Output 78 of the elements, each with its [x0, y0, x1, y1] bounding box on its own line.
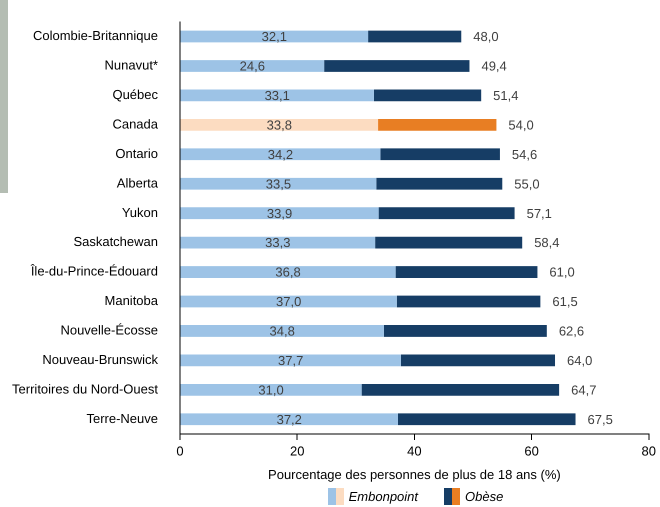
bar: [180, 354, 401, 366]
total-label: 64,0: [567, 352, 592, 368]
y-tick-label: Nouveau-Brunswick: [42, 352, 158, 367]
data-label: 33,9: [266, 206, 292, 221]
y-tick-label: Nunavut*: [104, 58, 158, 73]
bar: [396, 266, 538, 278]
y-tick-label: Territoires du Nord-Ouest: [12, 381, 158, 396]
y-tick-label: Ontario: [115, 146, 158, 161]
x-tick-label: 80: [642, 443, 656, 458]
bar: [398, 413, 576, 426]
y-tick-label: Colombie-Britannique: [32, 28, 158, 44]
bar: [384, 325, 547, 337]
data-label: 37,0: [276, 294, 302, 310]
total-label: 64,7: [571, 382, 596, 398]
y-tick-label: Île-du-Prince-Édouard: [30, 264, 158, 279]
y-tick-label: Saskatchewan: [73, 234, 158, 250]
bar: [180, 325, 384, 337]
bar: [180, 90, 374, 102]
bar: [180, 148, 380, 160]
y-tick-label: Terre-Neuve: [86, 410, 158, 426]
bar: [375, 236, 522, 249]
x-tick-label: 20: [290, 443, 304, 458]
total-label: 58,4: [534, 235, 560, 250]
y-tick-label: Canada: [112, 116, 159, 132]
bar: [324, 60, 470, 72]
total-label: 54,0: [508, 117, 534, 132]
bar: [180, 384, 362, 396]
total-label: 55,0: [514, 176, 540, 192]
bar: [362, 384, 560, 396]
legend-label: Embonpoint: [348, 489, 418, 504]
bar: [180, 30, 368, 42]
total-label: 67,5: [588, 412, 613, 427]
total-label: 62,6: [558, 324, 584, 339]
bar: [180, 60, 324, 72]
data-label: 33,5: [266, 176, 292, 192]
bar: [380, 148, 500, 160]
data-label: 36,8: [275, 264, 301, 280]
x-tick-label: 0: [176, 443, 184, 458]
data-label: 33,3: [265, 235, 290, 250]
total-label: 61,0: [549, 264, 575, 280]
data-label: 33,8: [266, 117, 292, 132]
x-axis-title: Pourcentage des personnes de plus de 18 ans (%): [268, 466, 561, 482]
bar: [180, 207, 379, 220]
bar: [180, 178, 376, 190]
bar: [374, 90, 482, 102]
total-label: 54,6: [512, 146, 538, 162]
legend-label: Obèse: [465, 489, 504, 504]
y-tick-label: Québec: [112, 86, 158, 102]
y-tick-label: Nouvelle-Écosse: [60, 322, 158, 338]
data-label: 37,7: [278, 352, 304, 368]
data-label: 34,2: [268, 146, 294, 162]
bar: [180, 118, 378, 131]
data-label: 34,8: [270, 324, 295, 339]
bar: [180, 296, 397, 308]
y-tick-label: Yukon: [122, 204, 158, 220]
total-label: 48,0: [473, 29, 499, 44]
data-label: 37,2: [276, 412, 302, 427]
bar: [378, 207, 515, 220]
data-label: 33,1: [264, 88, 290, 103]
bar: [180, 236, 376, 249]
bar: [378, 118, 496, 131]
bar: [180, 266, 396, 278]
total-label: 61,5: [552, 294, 578, 310]
y-tick-label: Manitoba: [104, 293, 159, 308]
total-label: 57,1: [526, 206, 552, 221]
bar: [400, 354, 556, 366]
data-label: 31,0: [258, 382, 284, 398]
x-tick-label: 40: [407, 443, 422, 458]
bar: [368, 30, 462, 42]
x-tick-label: 60: [524, 443, 539, 458]
data-label: 24,6: [240, 58, 265, 74]
total-label: 49,4: [481, 58, 507, 74]
y-tick-label: Alberta: [116, 175, 159, 190]
bar: [376, 178, 502, 190]
data-label: 32,1: [262, 29, 287, 44]
total-label: 51,4: [493, 88, 518, 103]
bar: [396, 296, 540, 308]
bar: [180, 413, 398, 426]
